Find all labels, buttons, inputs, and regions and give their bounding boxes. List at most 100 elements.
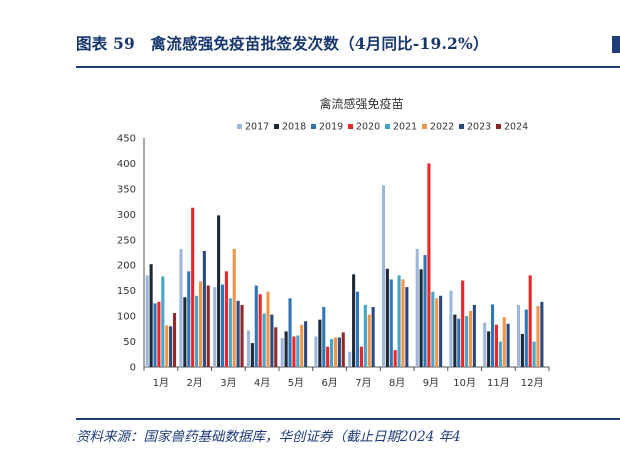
bar-2020-2 [191,207,195,367]
bar-2020-8 [393,350,397,367]
bar-2017-4 [246,330,251,367]
bar-2022-10 [468,311,473,367]
bar-2020-9 [427,163,431,367]
bar-2020-4 [258,294,262,367]
y-tick-label-450: 450 [117,134,136,145]
x-tick-label-12: 12月 [521,377,544,389]
bar-2022-2 [198,281,203,367]
bar-2022-3 [232,248,236,367]
bar-2017-6 [314,336,318,367]
bar-2022-8 [401,279,405,367]
bar-2019-1 [153,303,157,367]
y-tick-label-100: 100 [117,312,136,323]
bar-2023-7 [371,306,375,367]
header-rule [76,66,620,68]
legend-label-2023: 2023 [467,122,491,133]
bar-2018-6 [318,319,322,367]
bar-2020-11 [494,324,498,367]
bar-2018-9 [419,269,423,367]
x-tick-label-3: 3月 [220,377,236,389]
bar-2023-12 [540,301,544,367]
bar-2022-7 [367,314,371,367]
bar-2021-1 [161,276,165,367]
bar-2023-10 [472,304,476,367]
bar-2017-12 [516,304,521,367]
bar-2021-8 [397,275,401,367]
bar-2023-3 [236,300,240,367]
bar-2021-4 [262,313,266,367]
y-tick-label-300: 300 [117,210,136,221]
y-tick-label-250: 250 [117,235,136,246]
legend-label-2018: 2018 [282,122,306,133]
x-tick-label-8: 8月 [389,377,405,389]
bar-2020-5 [292,336,296,367]
bar-2023-11 [506,323,510,367]
bar-2017-8 [381,185,386,367]
bar-2020-10 [461,280,465,367]
bar-2017-9 [415,248,419,367]
bar-2020-1 [157,301,161,367]
bar-2022-6 [333,337,338,367]
bar-2017-11 [483,322,487,367]
bar-2019-2 [187,271,191,367]
bar-2021-9 [431,291,435,367]
bar-2020-12 [528,275,532,367]
bar-2022-5 [300,324,304,367]
legend-label-2020: 2020 [356,122,380,133]
bar-2020-3 [224,271,228,367]
legend-swatch-2024 [496,124,501,129]
bar-2019-10 [457,318,461,367]
x-tick-label-6: 6月 [321,377,337,389]
bar-2017-1 [145,275,149,367]
x-tick-label-2: 2月 [186,377,202,389]
x-tick-label-9: 9月 [423,377,439,389]
y-tick-label-150: 150 [117,286,136,297]
legend-label-2019: 2019 [319,122,343,133]
bar-2023-2 [202,250,206,367]
bar-2022-4 [266,291,270,367]
source-note: 资料来源：国家兽药基础数据库，华创证券（截止日期2024 年4 [76,429,461,445]
bar-2018-3 [217,215,221,367]
bar-2023-5 [304,321,308,367]
bar-2020-6 [326,346,330,367]
bar-2018-8 [385,268,389,367]
legend-label-2022: 2022 [430,122,454,133]
bar-2019-8 [389,279,393,367]
bar-2023-9 [439,295,443,367]
y-tick-label-50: 50 [123,337,136,348]
bar-2022-12 [536,305,540,367]
bar-2018-2 [183,297,187,367]
chart-title: 禽流感强免疫苗 [319,96,403,111]
bar-2024-2 [206,285,210,367]
bar-2017-7 [348,351,352,367]
bar-2018-12 [520,333,524,367]
bar-chart: 禽流感强免疫苗 2017 2018 2019 2020 2021 2022 2023 2024 0… [117,96,550,389]
bar-2019-11 [490,304,495,367]
bar-2021-6 [330,339,334,367]
bar-2017-3 [213,287,217,367]
y-tick-label-350: 350 [117,184,136,195]
bar-2019-12 [524,309,528,367]
footer-rule [76,418,620,420]
bar-2021-7 [363,304,367,367]
bar-2019-5 [288,298,292,367]
bar-2019-4 [254,285,258,367]
y-tick-label-200: 200 [117,261,136,272]
bar-2019-3 [220,284,225,367]
bar-2023-6 [337,337,341,367]
y-tick-label-0: 0 [130,363,136,374]
header-side-mark [612,36,620,53]
bar-2018-7 [352,274,356,367]
bar-2019-6 [322,306,326,367]
x-tick-label-11: 11月 [487,377,510,389]
bar-2021-11 [498,341,502,367]
legend-label-2021: 2021 [393,122,417,133]
legend-swatch-2021 [385,124,390,129]
legend-label-2017: 2017 [245,122,269,133]
x-tick-label-5: 5月 [288,377,304,389]
bar-2017-2 [179,248,183,367]
legend-swatch-2023 [459,124,464,129]
bar-2023-4 [270,314,274,367]
chart-frame: 禽流感强免疫苗 2017 2018 2019 2020 2021 2022 2023 2024 0… [104,88,564,402]
bar-2018-4 [250,343,254,367]
